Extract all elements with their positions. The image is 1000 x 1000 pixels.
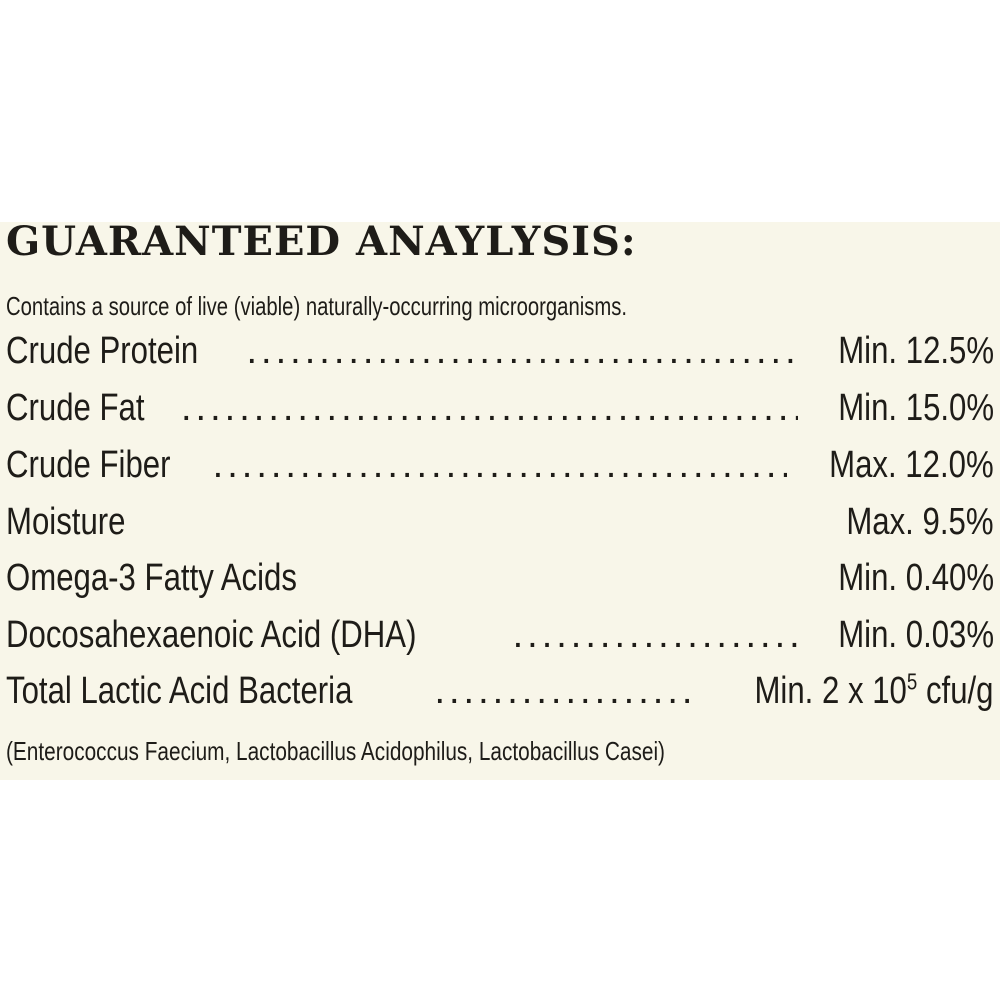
analysis-row-crude-fiber: Crude Fiber ............................… <box>6 444 994 494</box>
analysis-row-crude-fat: Crude Fat ..............................… <box>6 387 994 437</box>
panel-subtitle: Contains a source of live (viable) natur… <box>6 291 628 321</box>
leader-dots: ........................................… <box>434 670 697 712</box>
row-name: Total Lactic Acid Bacteria <box>6 670 353 712</box>
row-value: Max. 12.0% <box>829 444 994 486</box>
analysis-row-lactic-acid-bacteria: Total Lactic Acid Bacteria .............… <box>6 670 994 720</box>
panel-title: GUARANTEED ANAYLYSIS: <box>6 218 637 265</box>
row-name: Crude Fiber <box>6 444 171 486</box>
bacteria-footnote: (Enterococcus Faecium, Lactobacillus Aci… <box>6 736 665 766</box>
row-name: Omega-3 Fatty Acids <box>6 557 297 599</box>
row-value: Min. 12.5% <box>838 330 994 372</box>
analysis-row-omega-3: Omega-3 Fatty Acids ....................… <box>6 557 994 607</box>
row-value: Min. 2 x 105 cfu/g <box>754 668 994 712</box>
row-name: Crude Protein <box>6 330 199 372</box>
analysis-row-dha: Docosahexaenoic Acid (DHA) .............… <box>6 614 994 664</box>
leader-dots: ........................................… <box>512 614 798 656</box>
row-name: Crude Fat <box>6 387 145 429</box>
row-value: Min. 0.03% <box>838 614 994 656</box>
row-name: Moisture <box>6 501 126 543</box>
analysis-row-crude-protein: Crude Protein ..........................… <box>6 330 994 380</box>
row-value: Min. 0.40% <box>838 557 994 599</box>
row-value: Min. 15.0% <box>838 387 994 429</box>
leader-dots: ........................................… <box>212 444 788 486</box>
row-value: Max. 9.5% <box>846 501 994 543</box>
analysis-row-moisture: Moisture ...............................… <box>6 501 994 551</box>
guaranteed-analysis-panel <box>0 222 1000 780</box>
leader-dots: ........................................… <box>246 330 797 372</box>
leader-dots: ........................................… <box>180 387 798 429</box>
row-name: Docosahexaenoic Acid (DHA) <box>6 614 417 656</box>
